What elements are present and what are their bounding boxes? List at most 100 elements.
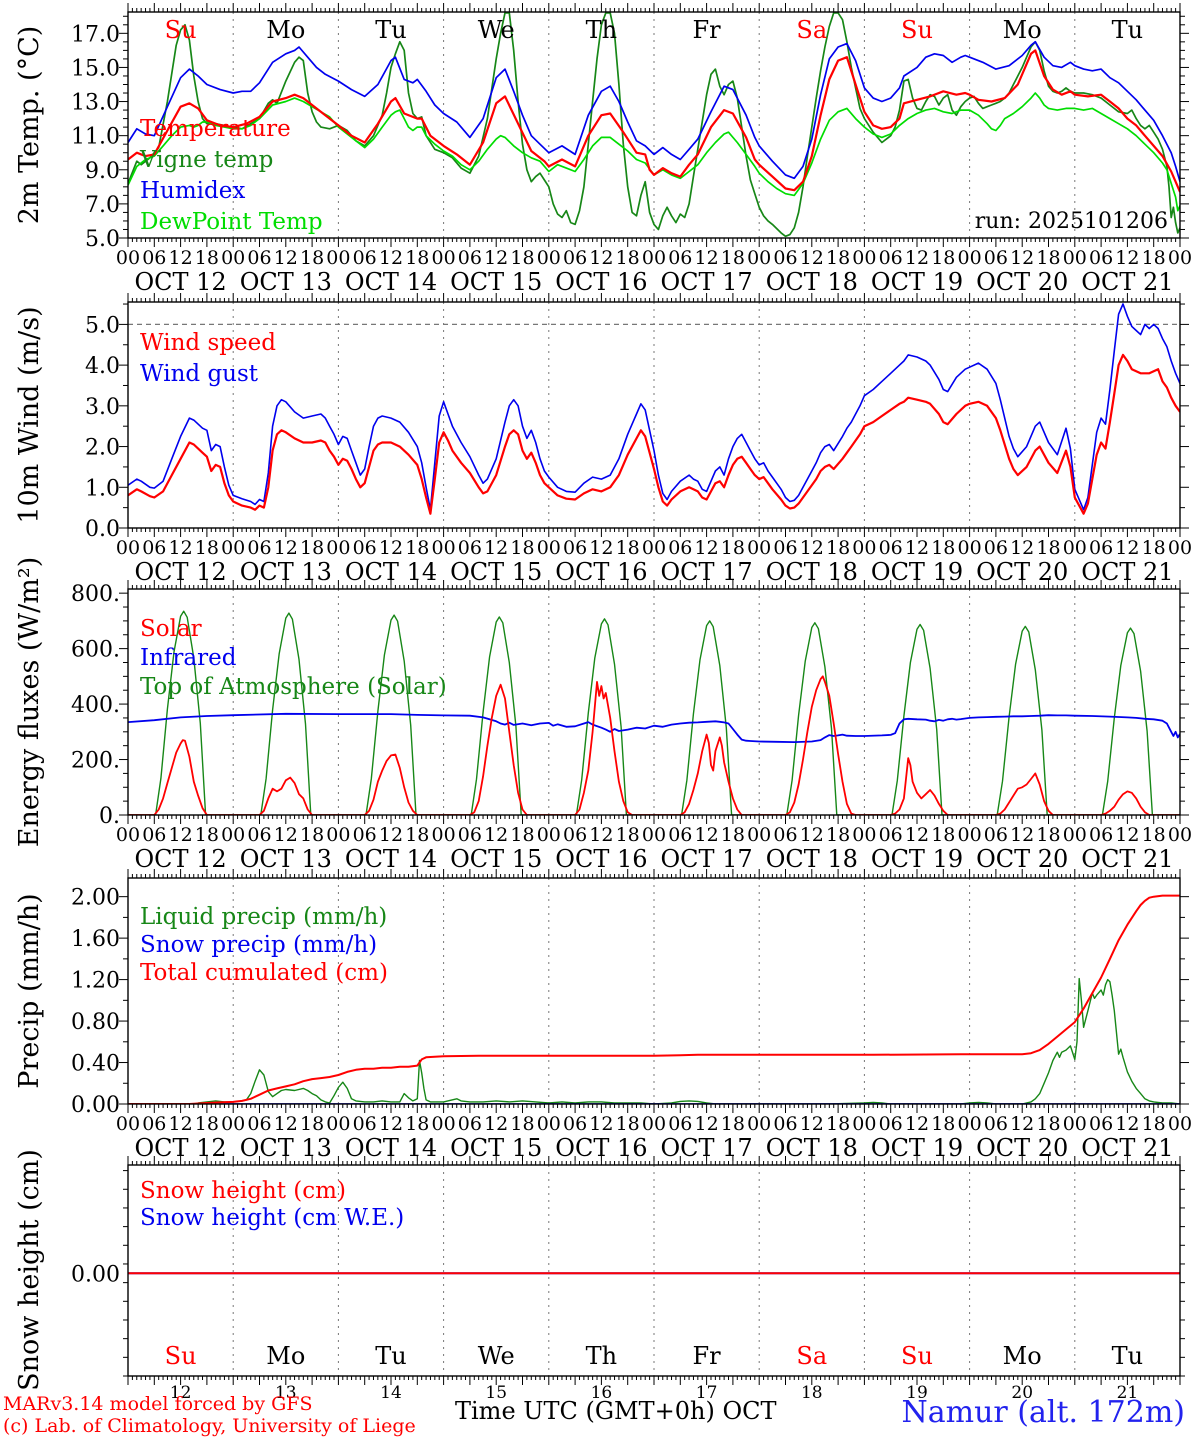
hour-label: 12: [695, 247, 719, 269]
hour-label: 00: [1168, 824, 1192, 846]
hour-label: 18: [931, 247, 955, 269]
hour-label: 00: [116, 1113, 140, 1135]
hour-label: 12: [379, 247, 403, 269]
series-group: [128, 610, 1180, 815]
hour-label: 00: [326, 824, 350, 846]
weekday-label: We: [478, 1342, 515, 1370]
legend-item: Infrared: [140, 645, 237, 671]
legend-item: Snow precip (mm/h): [140, 932, 377, 958]
y-tick-labels: 0.00 0.40 0.80 1.20 1.60 2.00: [71, 886, 120, 1118]
hour-label: 12: [1115, 537, 1139, 559]
hour-labels: 00 06 12 18 00 06 12 18 00 06 12 18 00 06 12 18 00 06 12 18…: [116, 824, 1192, 846]
hour-label: 18: [300, 1113, 324, 1135]
series-top-of-atmosphere-solar: [128, 610, 1180, 815]
hour-label: 18: [721, 824, 745, 846]
hour-label: 18: [300, 537, 324, 559]
hour-label: 00: [747, 247, 771, 269]
series-solar: [128, 675, 1180, 815]
hour-label: 00: [1063, 537, 1087, 559]
y-tick-label: 0.00: [71, 1093, 120, 1118]
panel-energy-fluxes: 0.200.400.600.800.00 06 12 18 00 06 12 18 00 06 12…: [71, 580, 1192, 873]
hour-label: 18: [931, 824, 955, 846]
x-tick-ruler: [127, 1156, 1181, 1385]
weekday-labels-top: Su Mo Tu We Th Fr Sa Su Mo Tu: [165, 16, 1143, 44]
y-tick-label: 1.20: [71, 969, 120, 994]
credit-line-1: MARv3.14 model forced by GFS: [3, 1393, 313, 1415]
hour-label: 06: [353, 824, 377, 846]
hour-label: 12: [1115, 247, 1139, 269]
hour-label: 18: [616, 247, 640, 269]
weekday-label: We: [478, 16, 515, 44]
weekday-label: Su: [165, 1342, 197, 1370]
y-tick-label: 400.: [71, 693, 120, 718]
y-tick-ruler: [123, 1170, 1185, 1377]
hour-label: 06: [353, 537, 377, 559]
station-label: Namur (alt. 172m): [901, 1395, 1185, 1430]
y-tick-ruler: [119, 896, 1189, 1105]
series-temperature: [128, 49, 1180, 193]
y-axis-title-wind: 10m Wind (m/s): [14, 306, 45, 523]
y-tick-labels: 5.0 7.0 9.0 11.0 13.0 15.0 17.0: [71, 22, 120, 252]
legend-item: Liquid precip (mm/h): [140, 904, 387, 930]
hour-label: 00: [221, 537, 245, 559]
hour-label: 06: [879, 1113, 903, 1135]
hour-label: 12: [589, 247, 613, 269]
hour-label: 06: [142, 1113, 166, 1135]
hour-label: 06: [773, 247, 797, 269]
y-tick-label: 0.: [99, 804, 120, 829]
hour-label: 18: [195, 537, 219, 559]
time-axis-label: Time UTC (GMT+0h) OCT: [455, 1397, 777, 1425]
y-tick-label: 1.0: [85, 476, 120, 501]
hour-label: 06: [773, 1113, 797, 1135]
y-tick-labels: 0.00: [71, 1262, 120, 1287]
y-tick-label: 0.40: [71, 1052, 120, 1077]
y-tick-label: 0.80: [71, 1010, 120, 1035]
date-number: 18: [801, 1383, 823, 1403]
hour-label: 12: [905, 537, 929, 559]
hour-label: 06: [458, 247, 482, 269]
y-axis-title-energy: Energy fluxes (W/m²): [14, 557, 45, 848]
date-labels: OCT 12 OCT 13 OCT 14 OCT 15 OCT 16 OCT 17 OCT …: [134, 268, 1173, 296]
panel-temperature: 5.07.09.011.013.015.017.000 06 12 18 00 06 12 1…: [71, 3, 1192, 296]
hour-label: 18: [826, 1113, 850, 1135]
hour-label: 00: [116, 247, 140, 269]
hour-label: 00: [326, 537, 350, 559]
hour-label: 12: [274, 537, 298, 559]
date-label: OCT 15: [450, 268, 542, 296]
series-group: [128, 303, 1180, 515]
series-humidex: [128, 40, 1180, 182]
hour-label: 18: [300, 247, 324, 269]
midnight-gridlines: [232, 589, 1076, 815]
legend-item: Humidex: [140, 178, 245, 204]
panel-snow-height: 0.00 Su Mo Tu We Th Fr Sa Su Mo Tu 12 13 14 15 16 17 18 19…: [71, 1156, 1185, 1403]
date-label: OCT 14: [345, 268, 437, 296]
hour-label: 18: [1036, 537, 1060, 559]
hour-label: 12: [274, 1113, 298, 1135]
hour-label: 06: [563, 537, 587, 559]
series-total-cumulated-cm: [128, 894, 1180, 1104]
hour-label: 12: [484, 824, 508, 846]
date-label: OCT 19: [871, 268, 963, 296]
series-wind-speed: [128, 353, 1180, 515]
series-group: [128, 894, 1180, 1104]
date-number: 20: [1011, 1383, 1033, 1403]
hour-label: 06: [1089, 824, 1113, 846]
legend-item: Snow height (cm): [140, 1178, 346, 1204]
hour-label: 06: [142, 824, 166, 846]
hour-label: 12: [589, 1113, 613, 1135]
hour-label: 00: [326, 1113, 350, 1135]
hour-label: 00: [221, 247, 245, 269]
date-label: OCT 12: [134, 268, 226, 296]
hour-label: 06: [563, 247, 587, 269]
series-wind-gust: [128, 303, 1180, 511]
hour-label: 18: [616, 537, 640, 559]
hour-label: 12: [1010, 824, 1034, 846]
date-number: 19: [906, 1383, 928, 1403]
hour-label: 00: [642, 824, 666, 846]
legend-item: Solar: [140, 616, 202, 642]
weekday-label: Th: [586, 1342, 617, 1370]
hour-label: 12: [800, 824, 824, 846]
hour-label: 18: [510, 247, 534, 269]
